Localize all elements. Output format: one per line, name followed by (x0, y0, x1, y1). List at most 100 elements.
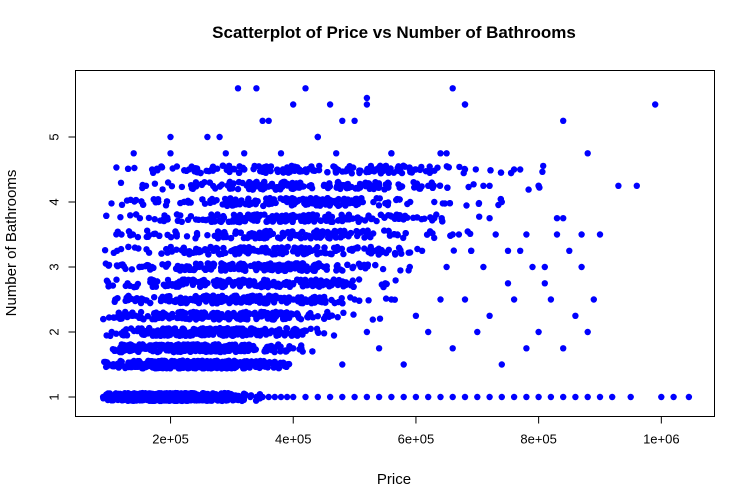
data-point (177, 264, 184, 272)
data-point (396, 196, 403, 203)
data-point (255, 248, 262, 255)
data-point (341, 227, 348, 235)
data-point (271, 360, 278, 367)
data-point (193, 309, 201, 317)
data-point (142, 182, 150, 189)
data-point (223, 358, 230, 365)
data-point (252, 346, 259, 353)
data-point (142, 393, 150, 401)
data-point (316, 283, 323, 290)
data-point (302, 296, 309, 303)
data-point (167, 133, 174, 141)
data-point (547, 296, 555, 303)
data-point (136, 263, 143, 271)
data-point (333, 150, 340, 157)
data-point (357, 263, 364, 271)
data-point (472, 166, 479, 173)
data-point (123, 332, 131, 339)
data-point (384, 201, 391, 209)
data-point (352, 185, 359, 192)
data-point (224, 314, 231, 321)
data-point (272, 186, 279, 193)
data-point (418, 163, 425, 171)
data-point (179, 328, 186, 336)
data-point (456, 163, 463, 171)
data-point (204, 232, 211, 239)
data-point (326, 183, 333, 190)
x-tick-label: 2e+05 (152, 432, 189, 447)
data-point (307, 195, 314, 202)
data-point (497, 169, 505, 176)
data-point (124, 393, 131, 401)
data-point (609, 393, 616, 401)
data-point (125, 228, 133, 235)
data-point (105, 262, 112, 269)
data-point (173, 246, 180, 253)
data-point (372, 261, 379, 269)
data-point (247, 247, 254, 254)
data-point (326, 393, 334, 401)
data-point (284, 243, 291, 251)
data-point (164, 276, 172, 284)
data-point (370, 183, 377, 190)
data-point (221, 195, 229, 203)
data-point (265, 393, 272, 401)
data-point (292, 329, 299, 336)
data-point (423, 231, 431, 238)
data-point (151, 216, 158, 223)
data-point (128, 266, 136, 273)
data-point (274, 166, 281, 173)
data-point (259, 168, 267, 175)
data-point (584, 328, 591, 336)
data-point (167, 150, 174, 157)
data-point (388, 150, 395, 157)
data-point (431, 234, 438, 242)
data-point (523, 393, 530, 401)
data-point (517, 166, 524, 173)
data-point (331, 163, 338, 171)
data-point (128, 341, 135, 349)
data-point (173, 280, 180, 287)
data-point (259, 327, 266, 335)
data-point (262, 249, 270, 256)
data-point (247, 393, 254, 401)
data-point (361, 217, 369, 224)
data-point (354, 245, 361, 252)
data-point (253, 393, 260, 401)
data-point (153, 341, 160, 349)
data-point (365, 230, 372, 238)
data-point (278, 182, 285, 189)
data-point (468, 247, 475, 254)
data-point (103, 277, 111, 284)
data-point (287, 310, 295, 317)
data-point (240, 234, 248, 242)
data-point (199, 342, 207, 349)
data-point (315, 166, 323, 174)
data-point (283, 393, 291, 401)
data-point (302, 166, 309, 173)
data-point (535, 393, 542, 401)
data-point (253, 297, 260, 304)
data-point (397, 267, 404, 274)
data-point (258, 262, 265, 269)
data-point (154, 278, 161, 285)
data-point (313, 202, 320, 209)
data-point (446, 200, 454, 207)
data-point (125, 296, 132, 304)
data-point (265, 200, 273, 208)
data-point (161, 296, 168, 303)
data-point (116, 315, 124, 322)
data-point (553, 215, 561, 222)
data-point (123, 326, 130, 333)
data-point (210, 292, 217, 299)
data-point (492, 231, 499, 238)
data-point (246, 299, 253, 306)
data-point (161, 393, 168, 401)
data-point (271, 393, 278, 401)
data-point (156, 232, 163, 239)
data-point (234, 393, 242, 401)
data-point (216, 324, 224, 332)
data-point (200, 363, 207, 370)
data-point (192, 235, 199, 242)
data-point (111, 347, 118, 354)
